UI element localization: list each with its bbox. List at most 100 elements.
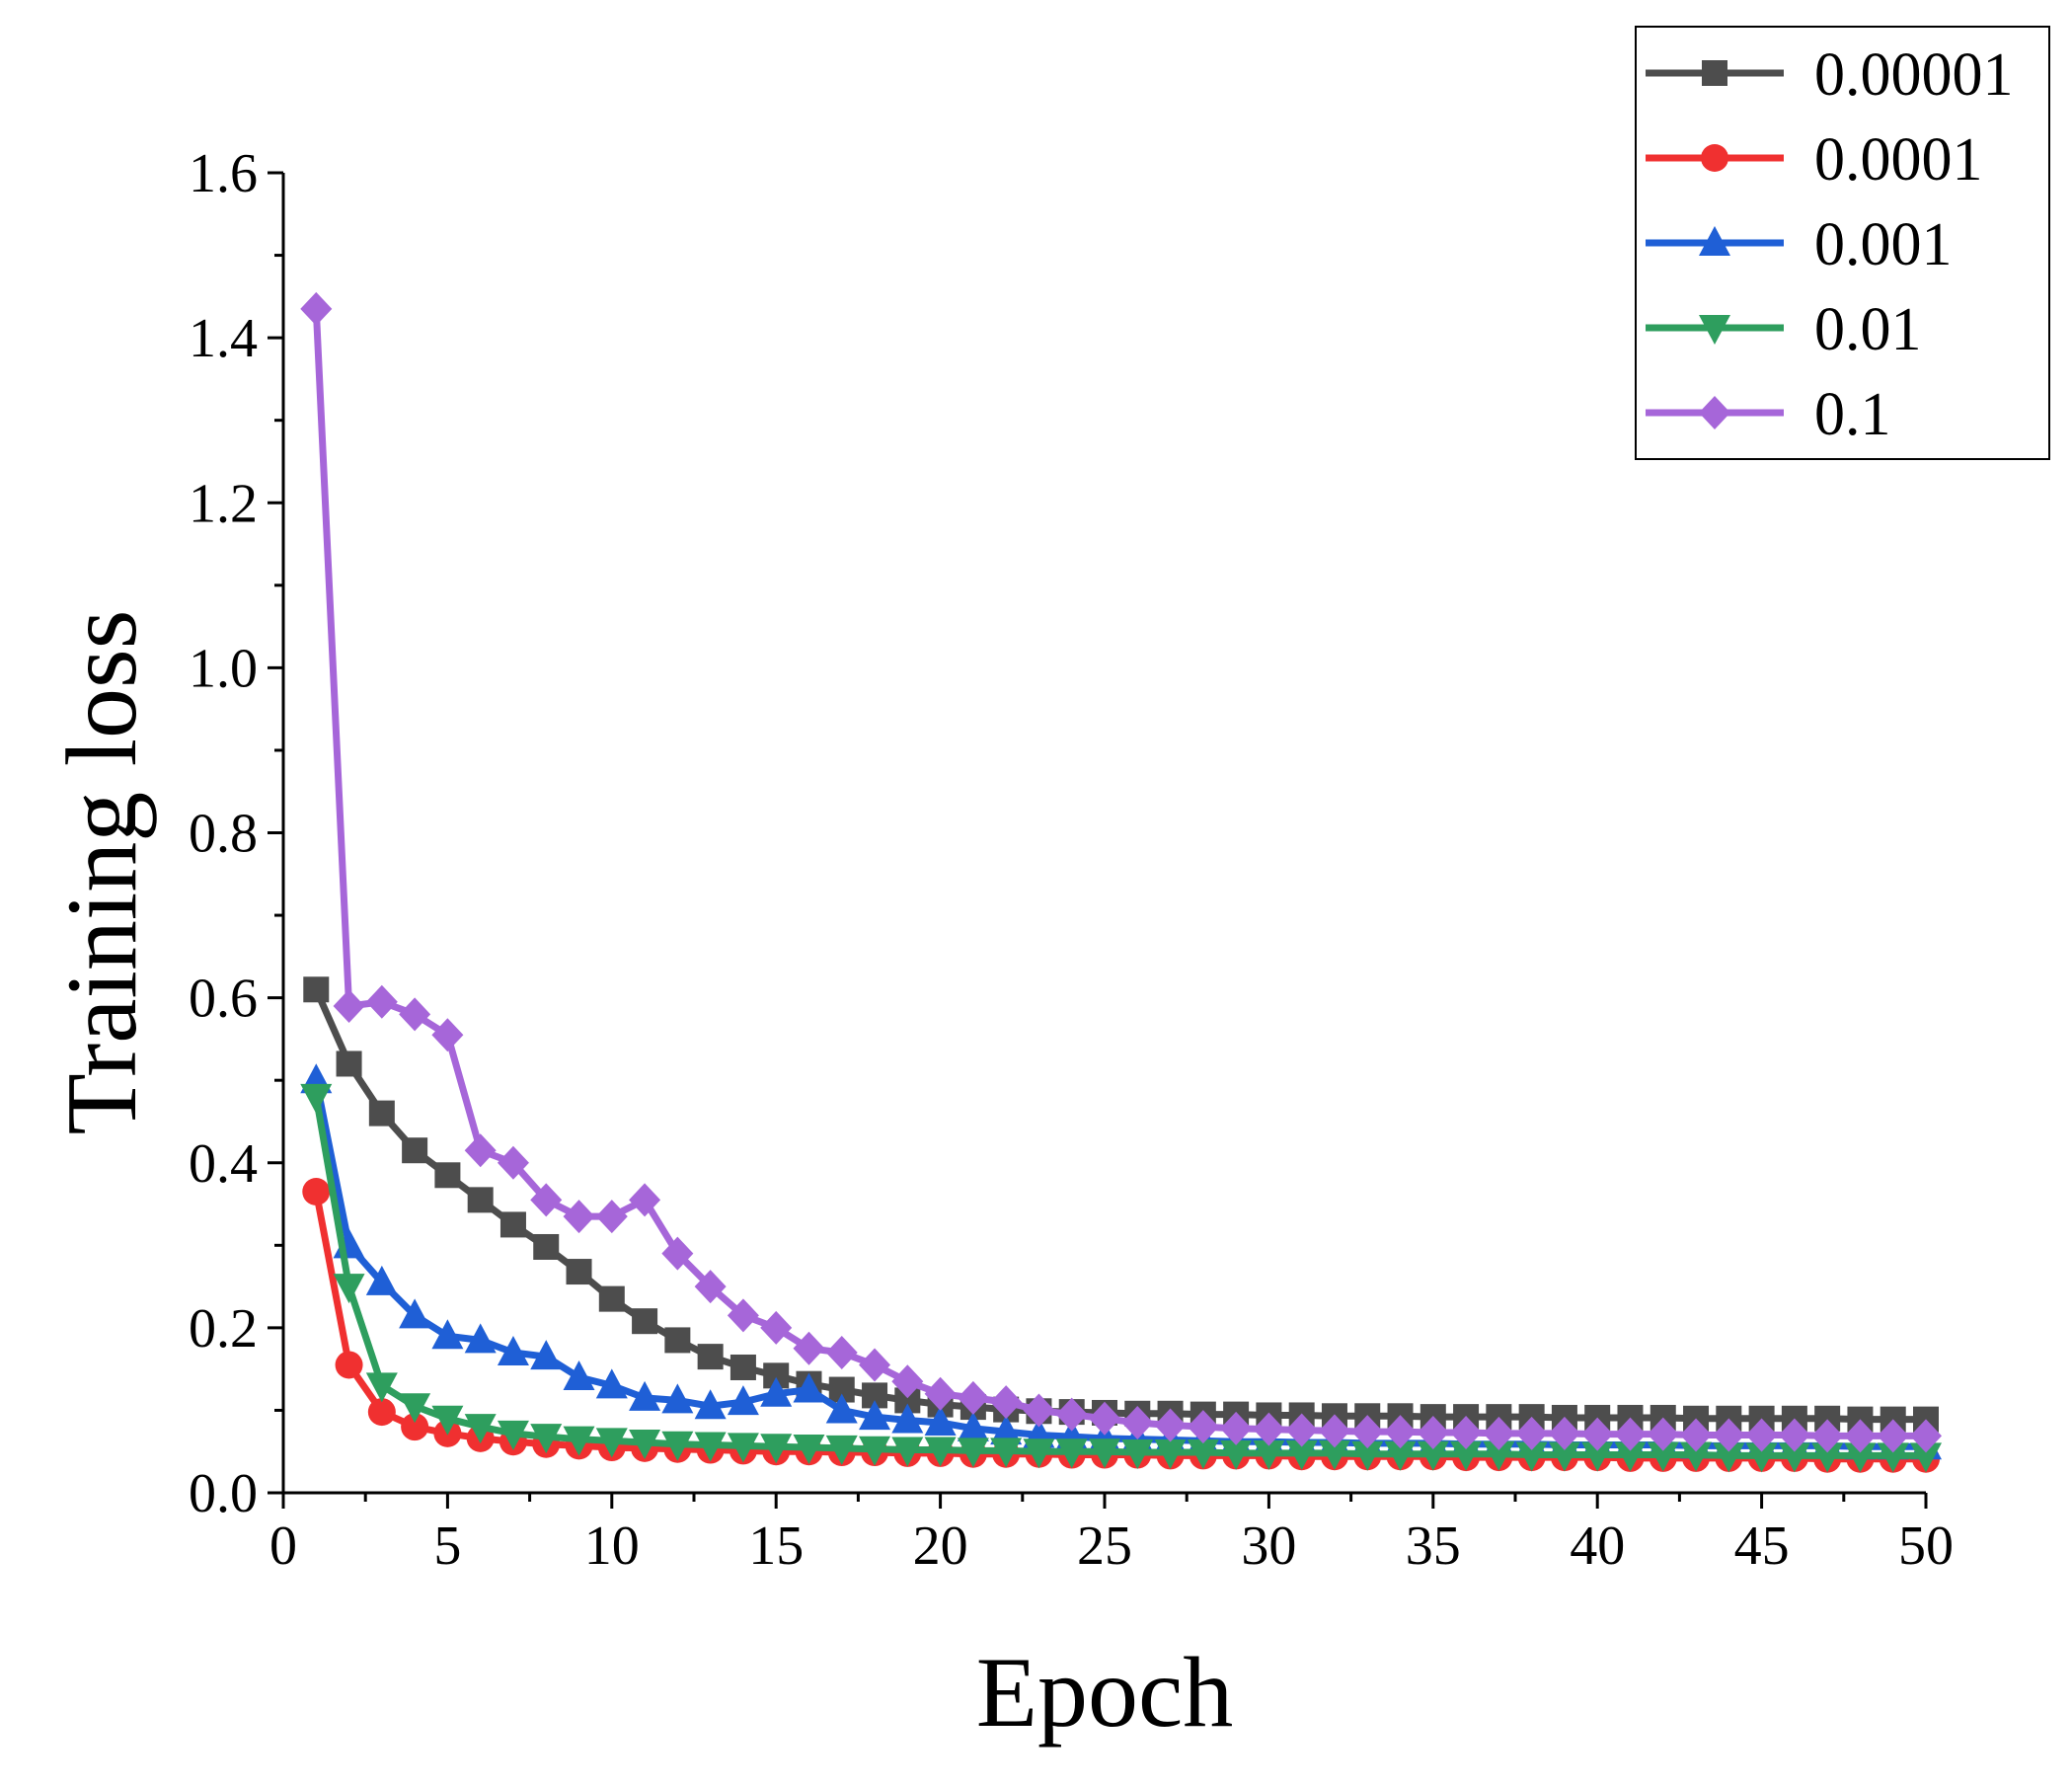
data-point-0.1 xyxy=(1680,1418,1713,1452)
legend-label: 0.1 xyxy=(1814,381,1891,448)
data-point-0.1 xyxy=(1318,1414,1350,1448)
data-point-0.01 xyxy=(1450,1440,1483,1471)
data-point-0.00001 xyxy=(434,1162,461,1189)
x-tick-label: 0 xyxy=(269,1516,297,1577)
data-point-0.01 xyxy=(399,1393,431,1424)
data-point-0.1 xyxy=(990,1385,1023,1420)
data-point-0.01 xyxy=(1187,1439,1219,1470)
data-point-0.01 xyxy=(530,1424,563,1454)
data-point-0.1 xyxy=(1187,1410,1219,1444)
data-point-0.1 xyxy=(629,1183,661,1217)
data-point-0.01 xyxy=(1647,1441,1679,1472)
data-point-0.001 xyxy=(924,1405,957,1436)
data-point-0.1 xyxy=(1910,1419,1942,1453)
data-point-0.1 xyxy=(1450,1415,1483,1449)
data-point-0.1 xyxy=(1154,1408,1187,1442)
data-point-0.01 xyxy=(629,1430,661,1460)
data-point-0.01 xyxy=(1581,1441,1614,1472)
series-layer xyxy=(300,291,1942,1473)
y-tick-label: 1.2 xyxy=(189,473,258,534)
data-point-0.01 xyxy=(1154,1439,1187,1470)
data-point-0.1 xyxy=(859,1348,891,1382)
data-point-0.001 xyxy=(661,1383,694,1414)
data-point-0.01 xyxy=(431,1405,464,1436)
data-point-0.1 xyxy=(1351,1415,1384,1449)
y-axis-title: Training loss xyxy=(46,610,158,1135)
data-point-0.01 xyxy=(1055,1438,1088,1469)
data-point-0.001 xyxy=(497,1335,529,1365)
data-point-0.001 xyxy=(957,1411,989,1441)
data-point-0.01 xyxy=(1023,1438,1055,1469)
data-point-0.01 xyxy=(300,1083,333,1114)
data-point-0.0001 xyxy=(302,1177,331,1205)
legend-marker-icon xyxy=(1699,315,1730,345)
data-point-0.01 xyxy=(1483,1440,1515,1471)
data-point-0.1 xyxy=(595,1200,628,1234)
data-point-0.1 xyxy=(694,1270,727,1304)
data-point-0.01 xyxy=(563,1426,595,1456)
x-tick-label: 20 xyxy=(913,1516,968,1577)
data-point-0.00001 xyxy=(533,1233,560,1260)
data-point-0.01 xyxy=(793,1435,825,1465)
data-point-0.0001 xyxy=(401,1413,429,1441)
data-point-0.1 xyxy=(530,1183,563,1217)
series-0.01 xyxy=(300,1083,1942,1473)
data-point-0.1 xyxy=(727,1298,759,1333)
x-tick-label: 35 xyxy=(1406,1516,1461,1577)
data-point-0.01 xyxy=(760,1434,793,1464)
data-point-0.1 xyxy=(333,988,365,1023)
data-point-0.001 xyxy=(629,1380,661,1411)
data-point-0.1 xyxy=(957,1380,989,1415)
data-point-0.1 xyxy=(661,1236,694,1271)
y-tick-label: 0.8 xyxy=(189,804,258,865)
x-tick-label: 5 xyxy=(433,1516,461,1577)
data-point-0.01 xyxy=(1713,1442,1745,1473)
data-point-0.01 xyxy=(365,1372,398,1403)
data-point-0.01 xyxy=(1811,1442,1844,1473)
data-point-0.01 xyxy=(694,1432,727,1462)
data-point-0.001 xyxy=(365,1265,398,1295)
data-point-0.01 xyxy=(1384,1440,1417,1471)
data-point-0.01 xyxy=(1253,1439,1285,1470)
data-point-0.001 xyxy=(399,1298,431,1329)
series-0.1 xyxy=(300,291,1942,1453)
data-point-0.01 xyxy=(1680,1441,1713,1472)
data-point-0.01 xyxy=(957,1438,989,1468)
x-tick-label: 15 xyxy=(748,1516,804,1577)
data-point-0.1 xyxy=(1614,1417,1647,1451)
data-point-0.01 xyxy=(1877,1442,1909,1473)
legend-item-0.01: 0.01 xyxy=(1646,296,1922,363)
data-point-0.01 xyxy=(1121,1439,1154,1470)
data-point-0.00001 xyxy=(303,976,330,1003)
data-point-0.1 xyxy=(563,1200,595,1234)
data-point-0.00001 xyxy=(467,1187,494,1213)
axes: 0 5 10 15 20 25 30 35 40 45 50 0.0 0.2 0.4 0.6 0.8 1.0 1.… xyxy=(189,143,1954,1577)
legend-label: 0.001 xyxy=(1814,211,1953,278)
data-point-0.00001 xyxy=(697,1344,724,1370)
data-point-0.0001 xyxy=(335,1351,363,1379)
data-point-0.01 xyxy=(1351,1440,1384,1471)
data-point-0.01 xyxy=(1515,1441,1548,1472)
data-point-0.1 xyxy=(1811,1419,1844,1453)
data-point-0.1 xyxy=(1713,1418,1745,1452)
legend-item-0.0001: 0.0001 xyxy=(1646,126,1983,194)
data-point-0.1 xyxy=(1515,1416,1548,1450)
data-point-0.1 xyxy=(1647,1417,1679,1451)
data-point-0.1 xyxy=(1023,1393,1055,1428)
data-point-0.00001 xyxy=(368,1100,395,1127)
data-point-0.00001 xyxy=(336,1050,362,1077)
data-point-0.001 xyxy=(530,1340,563,1370)
legend-item-0.00001: 0.00001 xyxy=(1646,41,2014,109)
y-tick-label: 1.6 xyxy=(189,143,258,204)
data-point-0.0001 xyxy=(367,1398,396,1427)
x-tick-label: 30 xyxy=(1241,1516,1296,1577)
data-point-0.01 xyxy=(825,1435,858,1465)
data-point-0.1 xyxy=(1778,1418,1810,1452)
data-point-0.1 xyxy=(924,1376,957,1411)
data-point-0.001 xyxy=(727,1385,759,1416)
data-point-0.1 xyxy=(1877,1419,1909,1453)
data-point-0.001 xyxy=(793,1372,825,1403)
data-point-0.01 xyxy=(727,1433,759,1463)
legend-marker-icon xyxy=(1701,144,1728,172)
